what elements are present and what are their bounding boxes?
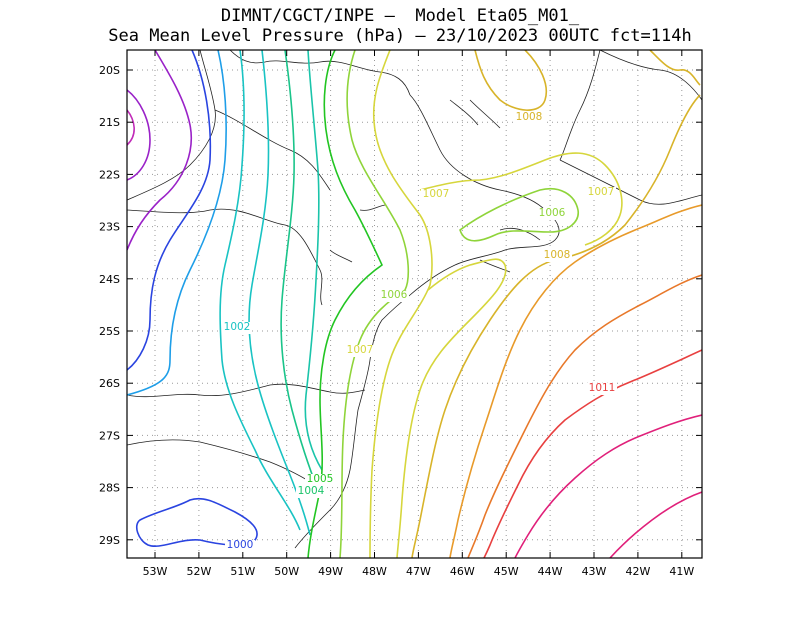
lat-tick-label: 27S	[99, 429, 120, 442]
lon-tick-label: 49W	[318, 565, 343, 578]
chart-title-line2: Sea Mean Level Pressure (hPa) – 23/10/20…	[108, 26, 692, 46]
plot-area	[127, 50, 702, 558]
isobar	[127, 89, 151, 181]
contour-label: 1008	[516, 111, 543, 123]
contour-label: 1002	[224, 321, 251, 333]
isobar	[649, 50, 701, 86]
isobar	[304, 50, 323, 471]
contour-label-layer: 1000 1002 1004 1005 1006 1006 1007 1007 …	[222, 111, 617, 552]
isobar-1007b	[419, 152, 623, 246]
lon-tick-label: 44W	[538, 565, 563, 578]
contour-label: 1006	[381, 289, 408, 301]
contour-label: 1004	[298, 485, 325, 497]
axis-ticks	[127, 50, 702, 558]
isobar-1008	[474, 50, 547, 111]
contour-label: 1008	[544, 249, 571, 261]
isobar	[514, 414, 702, 558]
lat-tick-label: 25S	[99, 325, 120, 338]
isobar-1007	[369, 50, 433, 558]
plot-frame	[126, 49, 703, 559]
lat-tick-label: 22S	[99, 168, 120, 181]
isobar-1006b	[459, 188, 579, 242]
latitude-axis: 20S 21S 22S 23S 24S 25S 26S 27S 28S 29S	[99, 64, 120, 547]
coastline	[127, 50, 702, 549]
contour-label: 1005	[307, 473, 334, 485]
isobar-1007c	[396, 258, 507, 558]
lon-tick-label: 45W	[494, 565, 519, 578]
lat-tick-label: 28S	[99, 482, 120, 495]
isobar-1008b	[411, 94, 701, 558]
lon-tick-label: 53W	[143, 565, 168, 578]
isobar	[248, 50, 311, 536]
contour-label: 1006	[539, 207, 566, 219]
isobars	[127, 50, 702, 558]
lon-tick-label: 42W	[625, 565, 650, 578]
lon-tick-label: 47W	[406, 565, 431, 578]
isobar	[127, 109, 135, 146]
lat-tick-label: 29S	[99, 534, 120, 547]
lat-tick-label: 26S	[99, 377, 120, 390]
contour-label: 1011	[589, 382, 616, 394]
lat-tick-label: 20S	[99, 64, 120, 77]
lat-tick-label: 24S	[99, 273, 120, 286]
isobar-1002	[219, 50, 301, 531]
lon-tick-label: 48W	[362, 565, 387, 578]
longitude-axis: 53W 52W 51W 50W 49W 48W 47W 46W 45W 44W 43W 42W 41W	[143, 565, 695, 578]
lat-tick-label: 23S	[99, 221, 120, 234]
isobar	[449, 204, 702, 558]
isobar-1004	[280, 50, 319, 491]
isobar-1011	[483, 349, 702, 558]
contour-label: 1007	[347, 344, 374, 356]
lat-tick-label: 21S	[99, 116, 120, 129]
lon-tick-label: 51W	[230, 565, 255, 578]
contour-label: 1000	[227, 539, 254, 551]
isobar	[467, 274, 702, 558]
isobar	[609, 491, 702, 558]
lon-tick-label: 52W	[186, 565, 211, 578]
isobar	[127, 50, 212, 371]
contour-label: 1007	[423, 188, 450, 200]
isobar	[127, 50, 192, 251]
lon-tick-label: 50W	[274, 565, 299, 578]
contour-label: 1007	[588, 186, 615, 198]
chart-title-line1: DIMNT/CGCT/INPE – Model Eta05_M01_	[220, 6, 580, 26]
lon-tick-label: 46W	[450, 565, 475, 578]
lon-tick-label: 41W	[669, 565, 694, 578]
lon-tick-label: 43W	[582, 565, 607, 578]
isobar	[127, 50, 227, 396]
